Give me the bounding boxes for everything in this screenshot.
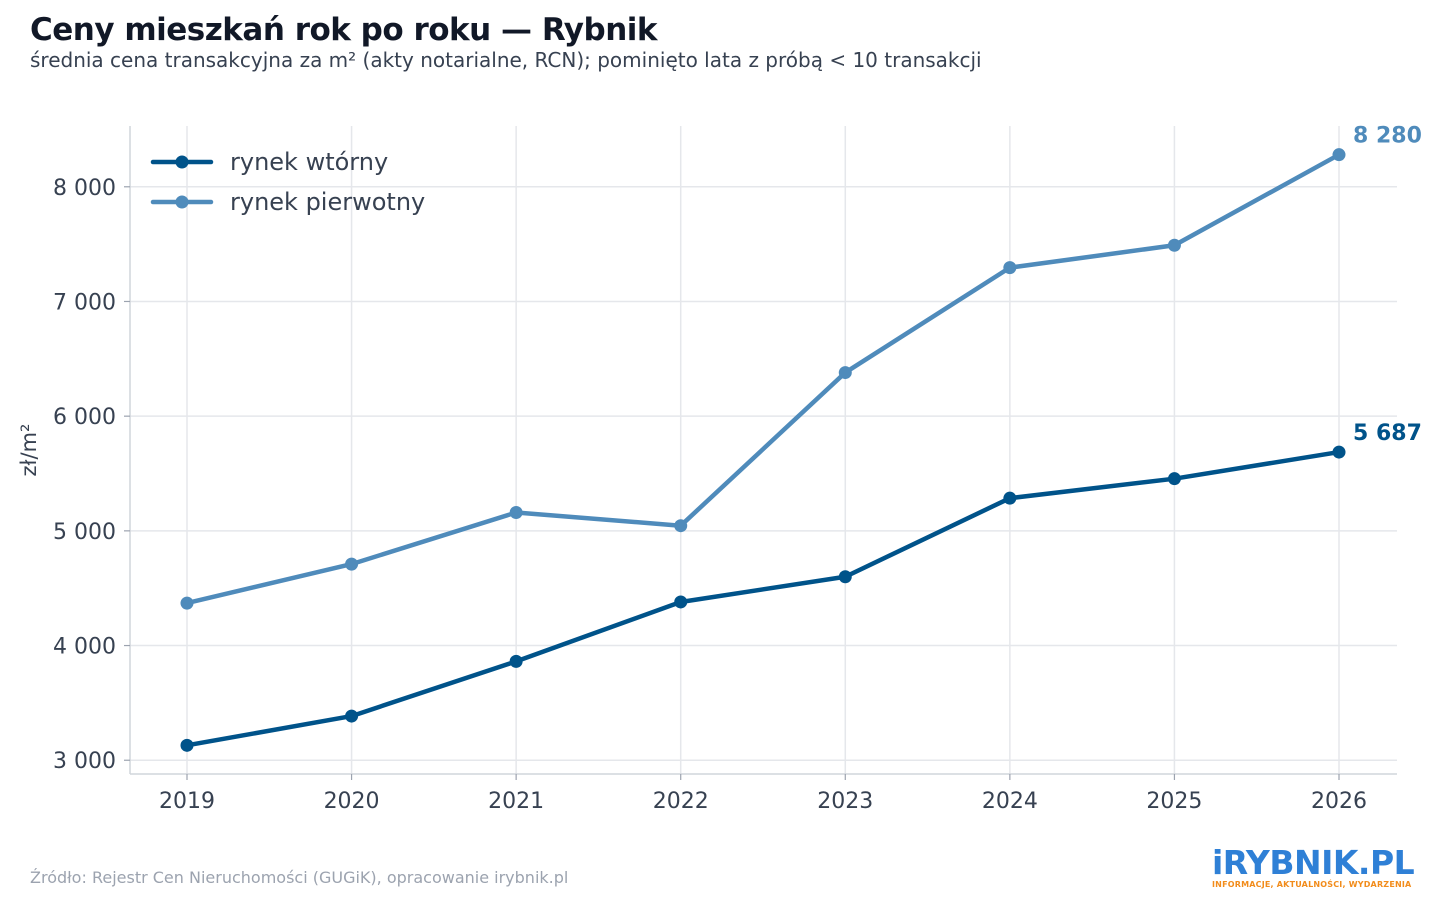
x-tick-label: 2024: [982, 789, 1038, 814]
data-point-rynek-pierwotny: [674, 519, 688, 533]
y-tick-label: 7 000: [53, 290, 116, 315]
x-tick-label: 2020: [324, 789, 380, 814]
chart-title: Ceny mieszkań rok po roku — Rybnik: [30, 12, 658, 48]
y-tick-label: 5 000: [53, 520, 116, 545]
data-point-rynek-pierwotny: [1167, 238, 1181, 252]
data-point-rynek-wtórny: [1167, 472, 1181, 486]
series-line-rynek-wtórny: [184, 449, 1342, 748]
data-point-rynek-wtórny: [180, 738, 194, 752]
legend-marker: [175, 155, 189, 169]
end-value-label-rynek-wtórny: 5 687: [1353, 421, 1422, 446]
y-tick-label: 6 000: [53, 405, 116, 430]
x-tick-label: 2025: [1146, 789, 1202, 814]
y-axis-label: zł/m²: [17, 424, 41, 477]
legend-marker: [175, 195, 189, 209]
legend-label: rynek wtórny: [230, 148, 388, 176]
data-point-rynek-wtórny: [838, 570, 852, 584]
data-point-rynek-wtórny: [674, 595, 688, 609]
legend-label: rynek pierwotny: [230, 188, 425, 216]
x-tick-label: 2022: [653, 789, 709, 814]
data-point-rynek-wtórny: [1332, 445, 1346, 459]
end-value-label-rynek-pierwotny: 8 280: [1353, 124, 1422, 149]
data-point-rynek-pierwotny: [838, 366, 852, 380]
data-point-rynek-wtórny: [1003, 491, 1017, 505]
data-point-rynek-pierwotny: [345, 557, 359, 571]
x-tick-label: 2021: [488, 789, 544, 814]
y-tick-label: 8 000: [53, 176, 116, 201]
data-point-rynek-pierwotny: [509, 506, 523, 520]
data-point-rynek-pierwotny: [180, 596, 194, 610]
series-line-rynek-pierwotny: [184, 152, 1342, 606]
x-tick-label: 2019: [159, 789, 215, 814]
y-tick-label: 4 000: [53, 635, 116, 660]
data-point-rynek-wtórny: [509, 654, 523, 668]
logo-text: iRYBNIK.PL: [1212, 843, 1415, 882]
data-point-rynek-pierwotny: [1332, 148, 1346, 162]
data-point-rynek-pierwotny: [1003, 261, 1017, 275]
y-tick-label: 3 000: [53, 749, 116, 774]
chart-subtitle: średnia cena transakcyjna za m² (akty no…: [30, 48, 982, 72]
x-tick-label: 2023: [817, 789, 873, 814]
site-logo: iRYBNIK.PL INFORMACJE, AKTUALNOŚCI, WYDA…: [1212, 843, 1415, 890]
data-point-rynek-wtórny: [345, 709, 359, 723]
x-tick-label: 2026: [1311, 789, 1367, 814]
source-note: Źródło: Rejestr Cen Nieruchomości (GUGiK…: [30, 868, 569, 887]
logo-tagline: INFORMACJE, AKTUALNOŚCI, WYDARZENIA: [1212, 880, 1412, 889]
